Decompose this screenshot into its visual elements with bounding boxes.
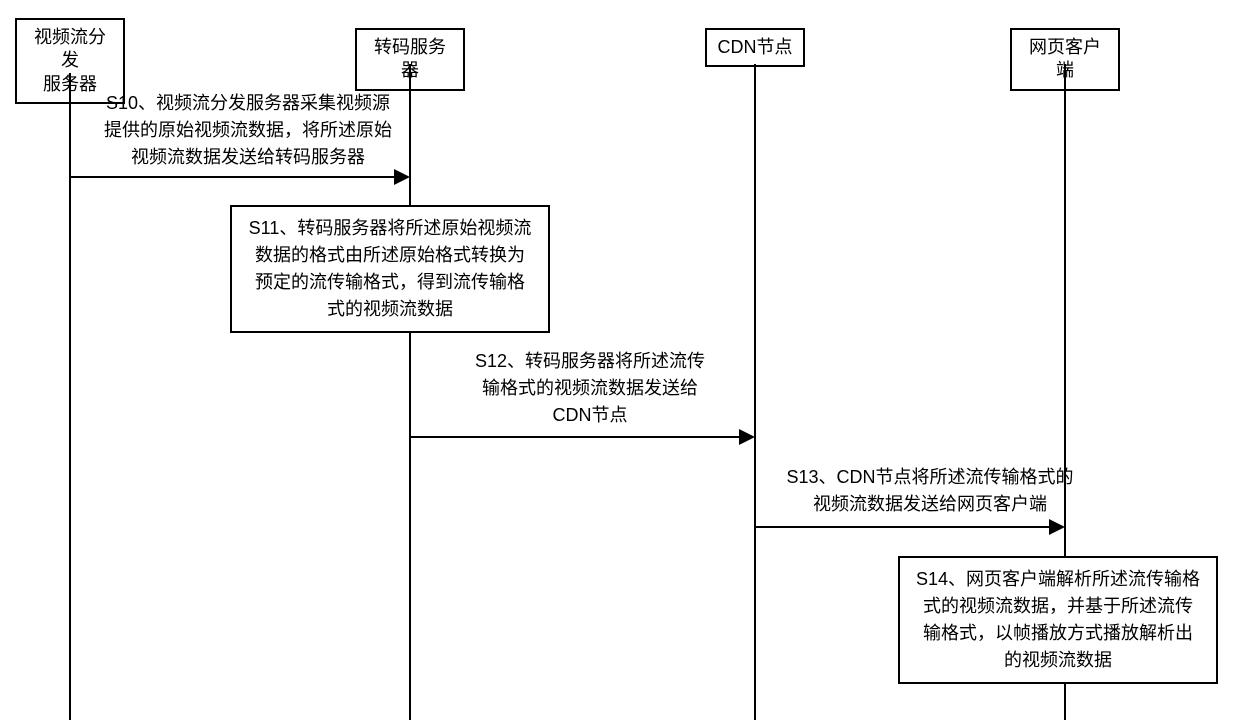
message-s13-arrowhead xyxy=(1049,519,1065,535)
message-s10-arrowhead xyxy=(394,169,410,185)
message-s10-text: S10、视频流分发服务器采集视频源提供的原始视频流数据，将所述原始视频流数据发送… xyxy=(88,90,408,171)
message-s11-box: S11、转码服务器将所述原始视频流数据的格式由所述原始格式转换为预定的流传输格式… xyxy=(230,205,550,333)
message-s13-text: S13、CDN节点将所述流传输格式的视频流数据发送给网页客户端 xyxy=(770,464,1090,518)
lifeline-p2 xyxy=(754,64,756,720)
message-s12-arrow xyxy=(410,436,739,438)
message-s14-box: S14、网页客户端解析所述流传输格式的视频流数据，并基于所述流传输格式，以帧播放… xyxy=(898,556,1218,684)
message-s12-arrowhead xyxy=(739,429,755,445)
message-s10-arrow xyxy=(70,176,394,178)
message-s12-text: S12、转码服务器将所述流传输格式的视频流数据发送给CDN节点 xyxy=(440,348,740,429)
participant-p2: CDN节点 xyxy=(705,28,805,67)
message-s13-arrow xyxy=(755,526,1049,528)
lifeline-p1 xyxy=(409,64,411,720)
lifeline-p0 xyxy=(69,73,71,720)
